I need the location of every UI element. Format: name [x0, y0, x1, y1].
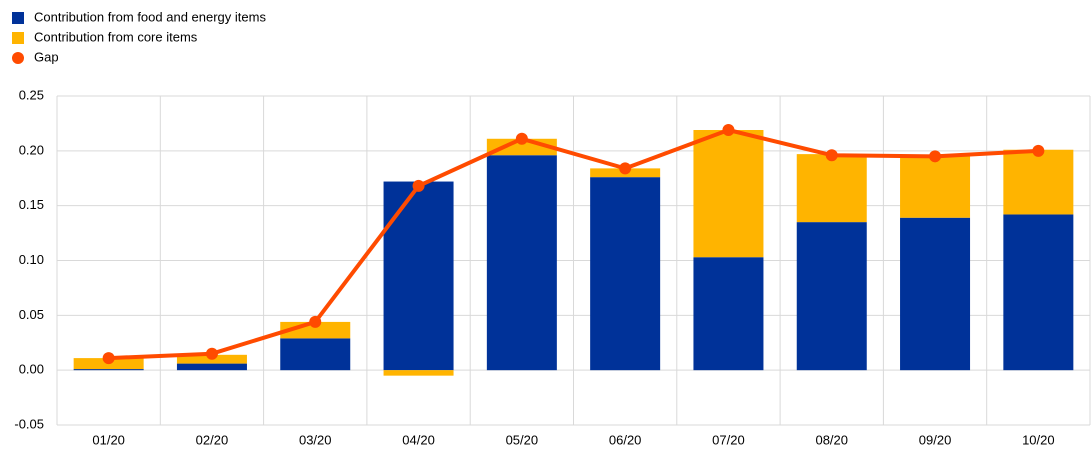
bar: [486, 155, 557, 371]
y-tick-label: -0.05: [14, 416, 44, 431]
bar: [1003, 214, 1074, 371]
y-tick-label: 0.00: [19, 362, 44, 377]
bar: [1003, 149, 1074, 215]
line: [108, 127, 1039, 361]
line-point: [722, 123, 735, 136]
legend-swatch: [12, 32, 24, 44]
x-tick-label: 09/20: [919, 432, 952, 447]
x-tick-label: 07/20: [712, 432, 745, 447]
legend-marker: [12, 52, 24, 64]
line-point: [929, 150, 942, 163]
y-tick-label: 0.10: [19, 252, 44, 267]
legend-label: Contribution from core items: [34, 29, 198, 44]
bar: [176, 363, 247, 371]
bar: [73, 369, 144, 371]
y-tick-label: 0.15: [19, 197, 44, 212]
y-tick-label: 0.05: [19, 307, 44, 322]
x-tick-label: 10/20: [1022, 432, 1055, 447]
bar: [280, 338, 351, 371]
bar: [383, 370, 454, 376]
line-point: [102, 352, 115, 365]
bar: [900, 217, 971, 371]
line-point: [412, 179, 425, 192]
x-tick-label: 03/20: [299, 432, 332, 447]
line-point: [1032, 144, 1045, 157]
line-point: [309, 315, 322, 328]
bar: [590, 177, 661, 371]
bar: [693, 129, 764, 258]
x-tick-label: 04/20: [402, 432, 435, 447]
bar: [383, 181, 454, 371]
line-point: [825, 149, 838, 162]
line-point: [619, 162, 632, 175]
bar: [796, 222, 867, 371]
x-tick-label: 02/20: [196, 432, 229, 447]
legend-swatch: [12, 12, 24, 24]
legend-label: Contribution from food and energy items: [34, 9, 266, 24]
x-tick-label: 06/20: [609, 432, 642, 447]
bar: [900, 156, 971, 218]
line-point: [205, 347, 218, 360]
x-tick-label: 08/20: [815, 432, 848, 447]
line-point: [515, 132, 528, 145]
bar: [796, 154, 867, 223]
bar: [693, 257, 764, 371]
legend-label: Gap: [34, 49, 59, 64]
y-tick-label: 0.25: [19, 87, 44, 102]
y-tick-label: 0.20: [19, 142, 44, 157]
x-tick-label: 01/20: [92, 432, 125, 447]
x-tick-label: 05/20: [506, 432, 539, 447]
